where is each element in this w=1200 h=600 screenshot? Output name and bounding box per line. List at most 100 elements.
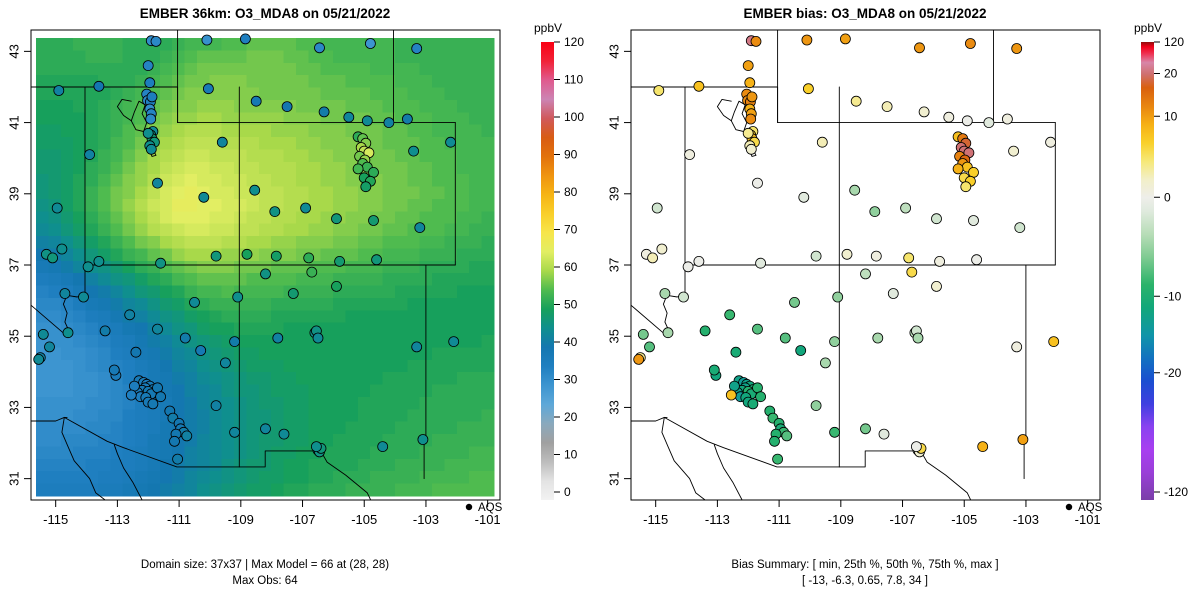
bias-point [693,80,705,92]
colorbar-tick-label: 120 [564,35,584,49]
caption-line-2: Max Obs: 64 [232,575,298,587]
bias-point [752,382,763,394]
observation-point [334,255,346,267]
panel-bias: EMBER bias: O3_MDA8 on 05/21/2022 AQS -115… [600,0,1200,600]
observation-point [145,143,157,155]
bias-point [755,391,767,403]
bias-point [682,261,694,273]
bias-point [769,435,780,447]
bias-point [910,441,922,453]
observation-point [144,77,156,89]
bias-point [819,357,831,369]
bias-point [931,280,942,292]
x-axis-tick-label: -105 [351,512,377,527]
observation-point [368,166,379,178]
bias-point [745,113,757,125]
bias-point [968,215,979,226]
bias-point [810,250,822,262]
x-axis-tick-label: -113 [105,512,130,527]
observation-point [44,341,55,353]
bias-point [755,257,767,269]
observation-point [448,336,460,348]
colorbar-tick-label: 40 [564,335,578,349]
observation-point [128,380,140,392]
bias-point [656,243,668,255]
observation-point [260,268,271,280]
x-axis-tick-label: -103 [1013,512,1039,527]
y-axis-tick-label: 31 [6,471,21,485]
y-axis-tick-label: 39 [606,187,621,201]
panel-model: EMBER 36km: O3_MDA8 on 05/21/2022 AQS -115… [6,6,585,587]
bias-point [829,336,841,348]
bias-point [841,248,853,260]
bias-point [1011,43,1023,54]
bias-point [918,106,930,118]
bias-point [678,291,689,303]
colorbar-tick-label: 90 [564,148,578,162]
observation-point [201,34,213,46]
observation-point [260,423,271,435]
y-axis-tick-label: 35 [6,329,21,343]
x-axis-tick-label: -115 [43,512,68,527]
bias-point [744,77,756,89]
observation-point [124,309,136,321]
caption-line-2: [ -13, -6.3, 0.65, 7.8, 34 ] [802,575,928,587]
observation-point [146,91,158,103]
aqs-observation-points [33,33,460,465]
bias-point [971,254,983,266]
colorbar-tick-label: 10 [564,448,578,462]
observation-point [331,213,342,225]
observation-point [216,136,228,148]
map-boundaries [631,30,1056,500]
observation-point [383,117,395,128]
y-axis-tick-label: 31 [606,471,621,485]
bias-point [977,441,989,453]
panel-title: EMBER bias: O3_MDA8 on 05/21/2022 [743,6,986,21]
colorbar-tick-label: -120 [1164,485,1188,499]
observation-point [125,389,137,401]
model-raster [36,38,495,497]
observation-point [278,428,290,440]
observation-point [210,400,222,412]
observation-point [202,83,214,95]
observation-point [198,191,210,203]
bias-point [728,380,740,392]
x-axis-tick-label: -103 [413,512,439,527]
observation-point [377,441,389,453]
observation-point [62,327,74,339]
bias-point [745,143,757,155]
bias-point [943,111,955,123]
aqs-legend-label: AQS [478,502,503,514]
observation-point [169,435,180,447]
y-axis-tick-label: 43 [606,44,621,58]
colorbar-title: ppbV [534,21,562,35]
aqs-bias-points [633,33,1060,465]
observation-point [306,266,318,278]
observation-point [147,398,159,410]
bias-point [802,83,814,95]
observation-point [269,206,281,218]
x-axis-tick-label: -107 [890,512,916,527]
observation-point [249,184,261,196]
bias-point [878,428,890,440]
bias-point [832,291,844,303]
observation-point [130,346,142,358]
observation-point [272,332,284,344]
bias-point [903,252,915,264]
colorbar [1141,42,1154,500]
colorbar-tick-label: 70 [564,223,578,237]
observation-point [51,202,63,214]
observation-point [152,177,163,189]
bias-point [750,36,762,47]
colorbar-tick-label: 30 [564,373,578,387]
y-axis-tick-label: 33 [6,400,21,414]
observation-point [281,101,293,112]
bias-point [1045,136,1057,148]
x-axis-tick-label: -107 [290,512,316,527]
bias-point [795,345,807,356]
bias-point [653,85,665,96]
bias-point [850,95,862,107]
colorbar-tick-label: 20 [564,410,578,424]
colorbar-tick-label: 50 [564,298,578,312]
observation-point [331,280,342,292]
